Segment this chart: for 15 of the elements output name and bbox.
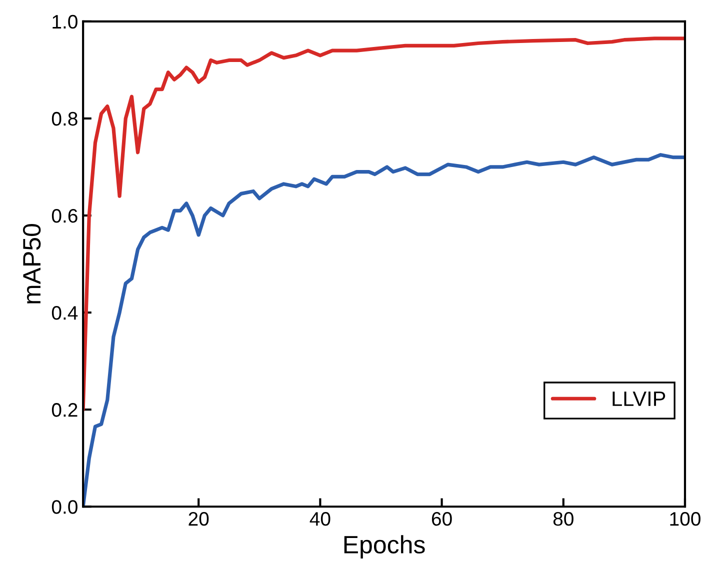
y-tick-label: 1.0 (52, 14, 78, 29)
y-axis-title: mAP50 (22, 224, 41, 304)
y-tick-label: 0.8 (52, 112, 78, 126)
y-tick-label: 0.2 (52, 403, 78, 417)
y-tick-label: 0.4 (52, 306, 78, 320)
y-tick-label: 0.6 (52, 208, 78, 223)
legend-label: LLVIP (612, 392, 666, 406)
x-tick-label: 100 (670, 512, 700, 526)
line-series (83, 36, 685, 412)
y-tick-label: 0.0 (52, 500, 78, 514)
x-axis-title: Epochs (344, 535, 425, 558)
x-tick-label: 20 (188, 512, 209, 526)
x-tick-label: 80 (553, 512, 574, 526)
x-tick-label: 60 (432, 512, 452, 526)
x-tick-label: 40 (310, 512, 330, 526)
